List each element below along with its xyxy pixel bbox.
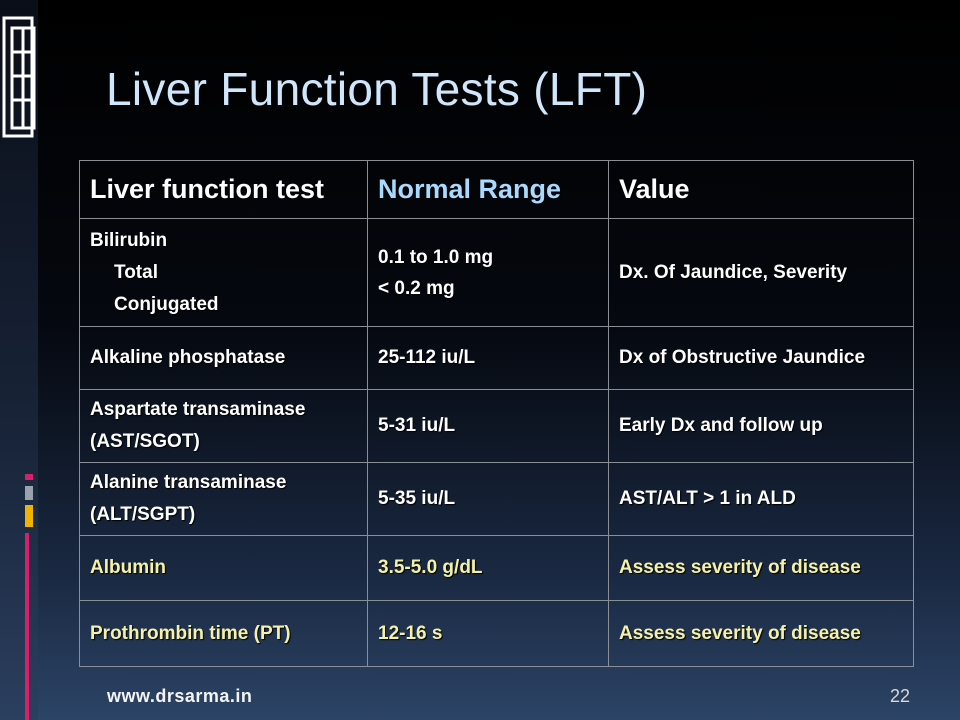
test-name: Bilirubin [90,229,168,251]
test-name-line: Alanine transaminase [90,472,287,493]
footer-url: www.drsarma.in [107,686,253,706]
header-normal-range: Normal Range [367,160,609,219]
test-name-line: (AST/SGOT) [90,431,200,452]
test-name-line: (ALT/SGPT) [90,504,196,525]
value-cell: Assess severity of disease [608,600,914,667]
test-cell: Prothrombin time (PT) [79,600,368,667]
test-cell: Albumin [79,535,368,601]
header-value: Value [608,160,914,219]
range-line: 0.1 to 1.0 mg [378,246,494,268]
value-cell: Dx of Obstructive Jaundice [608,326,914,390]
accent-bar-yellow [25,505,33,527]
test-cell: Bilirubin Total Conjugated [79,218,368,327]
range-cell: 12-16 s [367,600,609,667]
table-row: Alkaline phosphatase 25-112 iu/L Dx of O… [79,326,914,390]
range-cell: 5-35 iu/L [367,462,609,536]
header-test: Liver function test [79,160,368,219]
table-header-row: Liver function test Normal Range Value [79,160,914,219]
accent-bar-pink [25,474,33,480]
range-cell: 0.1 to 1.0 mg < 0.2 mg [367,218,609,327]
test-cell: Aspartate transaminase (AST/SGOT) [79,389,368,463]
lft-table: Liver function test Normal Range Value B… [79,160,914,667]
table-row: Prothrombin time (PT) 12-16 s Assess sev… [79,600,914,667]
table-row: Aspartate transaminase (AST/SGOT) 5-31 i… [79,389,914,463]
table-row: Albumin 3.5-5.0 g/dL Assess severity of … [79,535,914,601]
range-cell: 25-112 iu/L [367,326,609,390]
document-icon [2,16,36,138]
table-row: Alanine transaminase (ALT/SGPT) 5-35 iu/… [79,462,914,536]
value-cell: Early Dx and follow up [608,389,914,463]
slide-title: Liver Function Tests (LFT) [106,63,648,115]
accent-bar-gray [25,486,33,500]
range-cell: 5-31 iu/L [367,389,609,463]
value-cell: Dx. Of Jaundice, Severity [608,218,914,327]
test-cell: Alkaline phosphatase [79,326,368,390]
accent-bar-pink-long [25,533,29,720]
test-name-line: Aspartate transaminase [90,399,306,420]
range-line: < 0.2 mg [378,277,455,299]
test-sub-item: Conjugated [114,293,219,315]
range-cell: 3.5-5.0 g/dL [367,535,609,601]
value-cell: AST/ALT > 1 in ALD [608,462,914,536]
value-cell: Assess severity of disease [608,535,914,601]
table-row: Bilirubin Total Conjugated 0.1 to 1.0 mg… [79,218,914,327]
test-cell: Alanine transaminase (ALT/SGPT) [79,462,368,536]
test-sub-item: Total [114,261,158,283]
page-number: 22 [890,686,911,706]
